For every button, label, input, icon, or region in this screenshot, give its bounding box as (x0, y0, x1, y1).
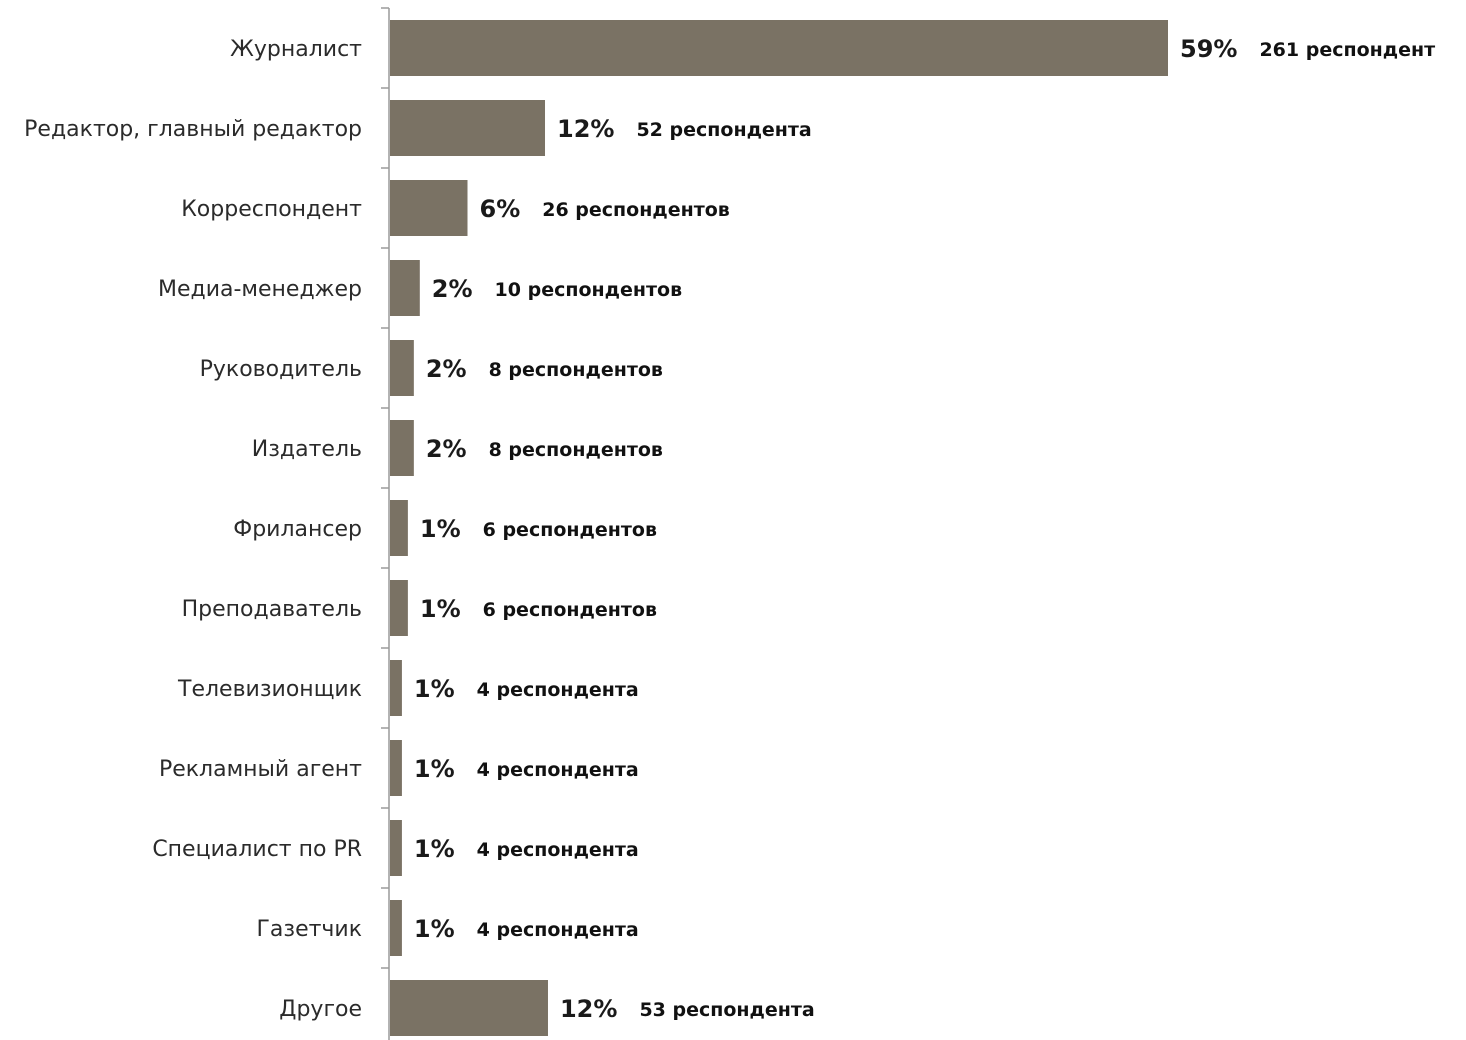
category-label: Телевизионщик (177, 677, 362, 702)
category-label: Редактор, главный редактор (24, 117, 362, 142)
percent-label: 2% (426, 355, 467, 383)
bar (390, 100, 546, 156)
bar (390, 340, 414, 396)
category-labels: Журналист Редактор, главный редактор Корре… (24, 37, 362, 1022)
value-labels: 59% 261 респондент 12% 52 респондента 6% 26 р… (414, 35, 1435, 1023)
percent-label: 1% (414, 835, 455, 863)
bar (390, 500, 408, 556)
category-label: Специалист по PR (152, 837, 362, 862)
category-label: Другое (279, 997, 362, 1022)
percent-label: 1% (420, 595, 461, 623)
percent-label: 59% (1180, 35, 1237, 63)
bars (390, 20, 1168, 1036)
respondent-count-label: 26 респондентов (542, 199, 730, 221)
bar (390, 260, 420, 316)
respondent-count-label: 4 респондента (477, 679, 639, 701)
respondent-count-label: 8 респондентов (489, 359, 663, 381)
percent-label: 2% (426, 435, 467, 463)
category-label: Издатель (252, 437, 362, 462)
category-label: Журналист (230, 37, 362, 62)
respondent-count-label: 6 респондентов (483, 599, 657, 621)
bar (390, 420, 414, 476)
bar (390, 740, 402, 796)
category-label: Преподаватель (182, 597, 362, 622)
respondent-count-label: 261 респондент (1259, 39, 1435, 61)
percent-label: 1% (414, 915, 455, 943)
bar (390, 820, 402, 876)
axis-ticks (381, 7, 389, 969)
category-label: Газетчик (256, 917, 362, 942)
category-label: Медиа-менеджер (158, 277, 362, 302)
bar (390, 980, 548, 1036)
bar (390, 180, 468, 236)
percent-label: 1% (420, 515, 461, 543)
percent-label: 12% (557, 115, 614, 143)
bar (390, 580, 408, 636)
category-label: Фрилансер (233, 517, 362, 542)
respondent-count-label: 4 респондента (477, 759, 639, 781)
percent-label: 2% (432, 275, 473, 303)
percent-label: 1% (414, 675, 455, 703)
bar (390, 900, 402, 956)
category-label: Корреспондент (181, 197, 362, 222)
respondent-count-label: 6 респондентов (483, 519, 657, 541)
respondent-count-label: 10 респондентов (495, 279, 683, 301)
percent-label: 12% (560, 995, 617, 1023)
respondent-count-label: 8 респондентов (489, 439, 663, 461)
respondent-count-label: 52 респондента (636, 119, 811, 141)
respondent-count-label: 4 респондента (477, 839, 639, 861)
category-label: Руководитель (200, 357, 362, 382)
respondent-count-label: 4 респондента (477, 919, 639, 941)
percent-label: 1% (414, 755, 455, 783)
respondent-count-label: 53 респондента (639, 999, 814, 1021)
bar (390, 20, 1168, 76)
percent-label: 6% (480, 195, 521, 223)
category-label: Рекламный агент (159, 757, 362, 782)
bar (390, 660, 402, 716)
